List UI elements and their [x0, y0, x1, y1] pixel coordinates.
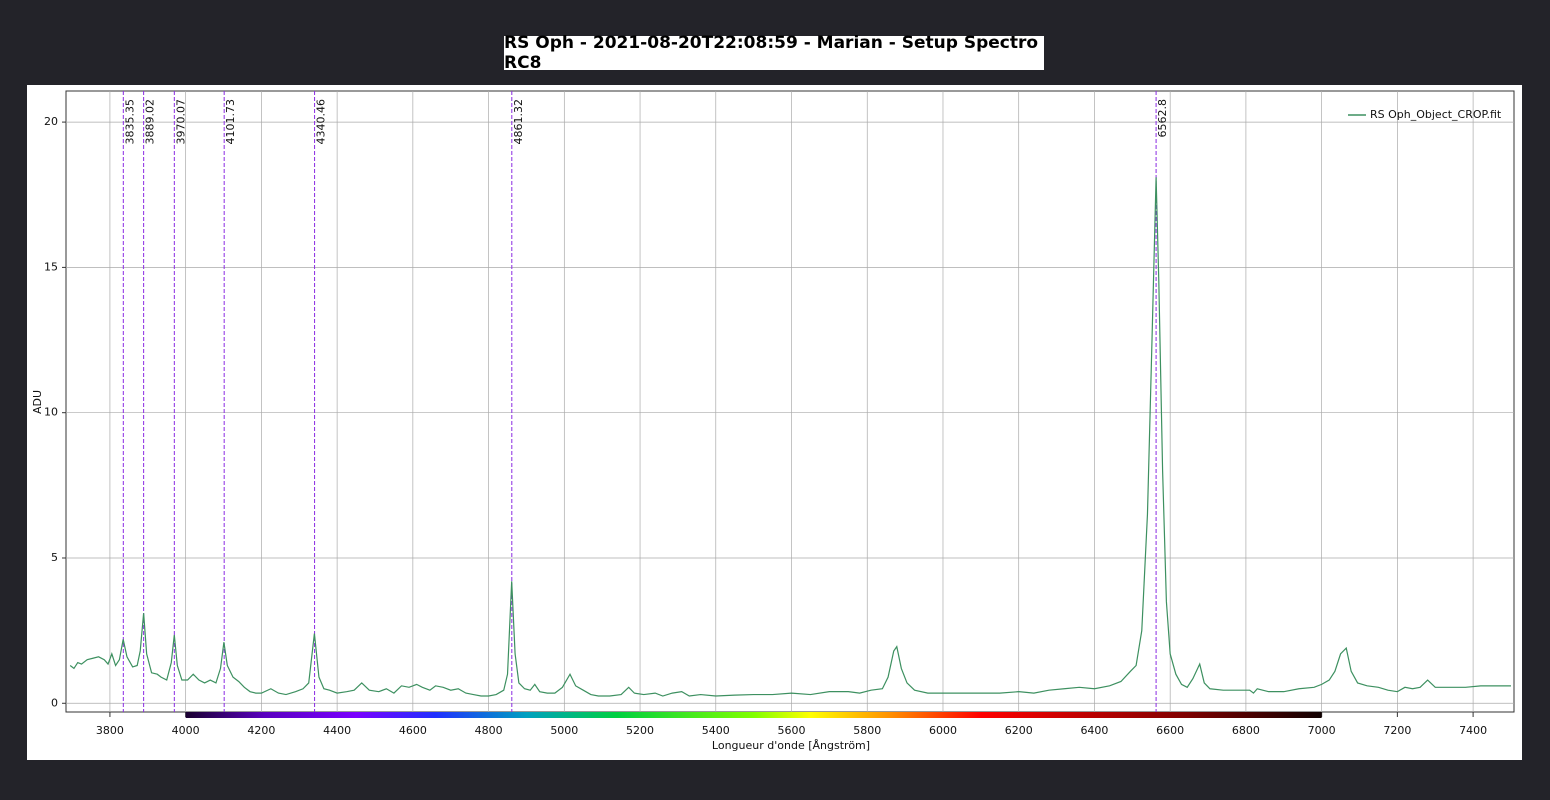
x-tick-label: 6000 — [929, 724, 957, 737]
chart-title: RS Oph - 2021-08-20T22:08:59 - Marian - … — [504, 33, 1044, 73]
x-tick-label: 6800 — [1232, 724, 1260, 737]
marker-label: 4101.73 — [224, 99, 237, 145]
marker-label: 3835.35 — [123, 99, 136, 145]
x-tick-label: 5200 — [626, 724, 654, 737]
legend-label: RS Oph_Object_CROP.fit — [1370, 108, 1502, 121]
x-tick-label: 5600 — [778, 724, 806, 737]
x-tick-label: 5400 — [702, 724, 730, 737]
y-tick-label: 15 — [44, 260, 58, 273]
x-tick-label: 3800 — [96, 724, 124, 737]
x-tick-label: 5000 — [550, 724, 578, 737]
x-tick-label: 4000 — [172, 724, 200, 737]
y-tick-label: 20 — [44, 115, 58, 128]
x-tick-label: 7000 — [1308, 724, 1336, 737]
marker-label: 4861.32 — [512, 99, 525, 145]
y-axis-label: ADU — [31, 390, 44, 414]
x-tick-label: 7200 — [1383, 724, 1411, 737]
x-axis-label: Longueur d'onde [Ångström] — [712, 739, 870, 752]
x-tick-label: 4200 — [247, 724, 275, 737]
marker-label: 4340.46 — [315, 99, 328, 145]
plot-area — [65, 90, 1515, 713]
x-tick-label: 4400 — [323, 724, 351, 737]
x-tick-label: 5800 — [853, 724, 881, 737]
y-tick-label: 10 — [44, 406, 58, 419]
marker-label: 3889.02 — [144, 99, 157, 145]
spectrum-colorbar — [185, 712, 1322, 718]
x-tick-label: 6400 — [1080, 724, 1108, 737]
x-tick-label: 7400 — [1459, 724, 1487, 737]
y-tick-label: 0 — [51, 696, 58, 709]
x-tick-label: 6200 — [1005, 724, 1033, 737]
marker-label: 3970.07 — [174, 99, 187, 145]
series-line — [69, 177, 1511, 697]
y-tick-label: 5 — [51, 551, 58, 564]
x-tick-label: 4800 — [475, 724, 503, 737]
x-tick-label: 4600 — [399, 724, 427, 737]
marker-label: 6562.8 — [1156, 99, 1169, 138]
x-tick-label: 6600 — [1156, 724, 1184, 737]
